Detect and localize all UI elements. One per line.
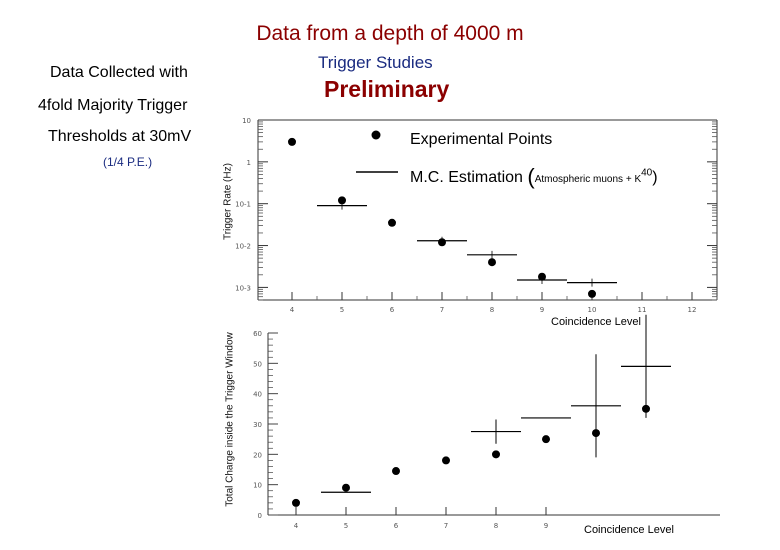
bottom-data-point	[392, 467, 400, 476]
top-data-point	[438, 238, 446, 247]
info-line-2: 4fold Majority Trigger	[38, 97, 188, 114]
top-x-tick-label: 8	[490, 306, 494, 314]
bottom-x-axis-label: Coincidence Level	[584, 524, 674, 536]
top-data-point	[538, 272, 546, 281]
top-x-tick-label: 9	[540, 306, 544, 314]
top-x-tick-label: 10	[588, 306, 597, 314]
top-data-point	[288, 137, 296, 146]
info-line-4: (1/4 P.E.)	[103, 155, 153, 169]
bottom-x-tick-label: 7	[444, 522, 448, 530]
legend-paren-close: )	[652, 169, 658, 186]
bottom-data-point	[542, 435, 550, 444]
bottom-y-tick-label: 20	[253, 451, 262, 459]
top-y-tick-label: 10-1	[235, 201, 251, 209]
chart-title: Data from a depth of 4000 m	[256, 22, 524, 45]
legend-mc-estimation: M.C. Estimation (Atmospheric muons + K40…	[410, 164, 658, 190]
bottom-x-tick-label: 5	[344, 522, 348, 530]
legend-experimental-points: Experimental Points	[410, 131, 553, 148]
bottom-data-point	[292, 498, 300, 507]
bottom-data-point	[342, 483, 350, 492]
bottom-data-point	[492, 450, 500, 459]
top-x-tick-label: 5	[340, 306, 344, 314]
bottom-x-tick-label: 9	[544, 522, 548, 530]
top-x-tick-label: 4	[290, 306, 295, 314]
preliminary-label: Preliminary	[324, 76, 450, 102]
bottom-x-tick-label: 6	[394, 522, 399, 530]
bottom-data-point	[442, 456, 450, 465]
bottom-x-tick-label: 8	[494, 522, 498, 530]
legend-mc-superscript: 40	[641, 167, 653, 179]
legend-mc-main: M.C. Estimation	[410, 169, 528, 186]
legend-paren-open: (	[527, 164, 535, 189]
top-x-axis-label: Coincidence Level	[551, 316, 641, 328]
bottom-y-tick-label: 0	[258, 512, 262, 520]
info-line-3: Thresholds at 30mV	[48, 128, 192, 145]
top-y-tick-label: 1	[247, 159, 251, 167]
top-data-point	[488, 258, 496, 267]
bottom-y-tick-label: 10	[253, 482, 262, 490]
top-x-tick-label: 11	[638, 306, 647, 314]
top-x-tick-label: 7	[440, 306, 444, 314]
bottom-y-tick-label: 60	[253, 330, 262, 338]
bottom-y-tick-label: 50	[253, 360, 262, 368]
top-x-tick-label: 6	[390, 306, 395, 314]
info-line-1: Data Collected with	[50, 64, 188, 81]
bottom-x-tick-label: 4	[294, 522, 299, 530]
top-data-point	[388, 218, 396, 227]
top-y-tick-label: 10	[242, 117, 251, 125]
bottom-data-point	[592, 429, 600, 438]
top-y-tick-label: 10-3	[235, 284, 251, 292]
top-data-point	[588, 289, 596, 298]
trigger-studies-heading: Trigger Studies	[318, 53, 433, 72]
top-x-tick-label: 12	[688, 306, 697, 314]
legend-point-marker	[371, 130, 381, 140]
bottom-y-tick-label: 30	[253, 421, 262, 429]
top-y-tick-label: 10-2	[235, 243, 251, 251]
top-data-point	[338, 196, 346, 205]
bottom-y-tick-label: 40	[253, 391, 262, 399]
legend-mc-detail: Atmospheric muons + K	[534, 174, 642, 185]
bottom-data-point	[642, 404, 650, 413]
